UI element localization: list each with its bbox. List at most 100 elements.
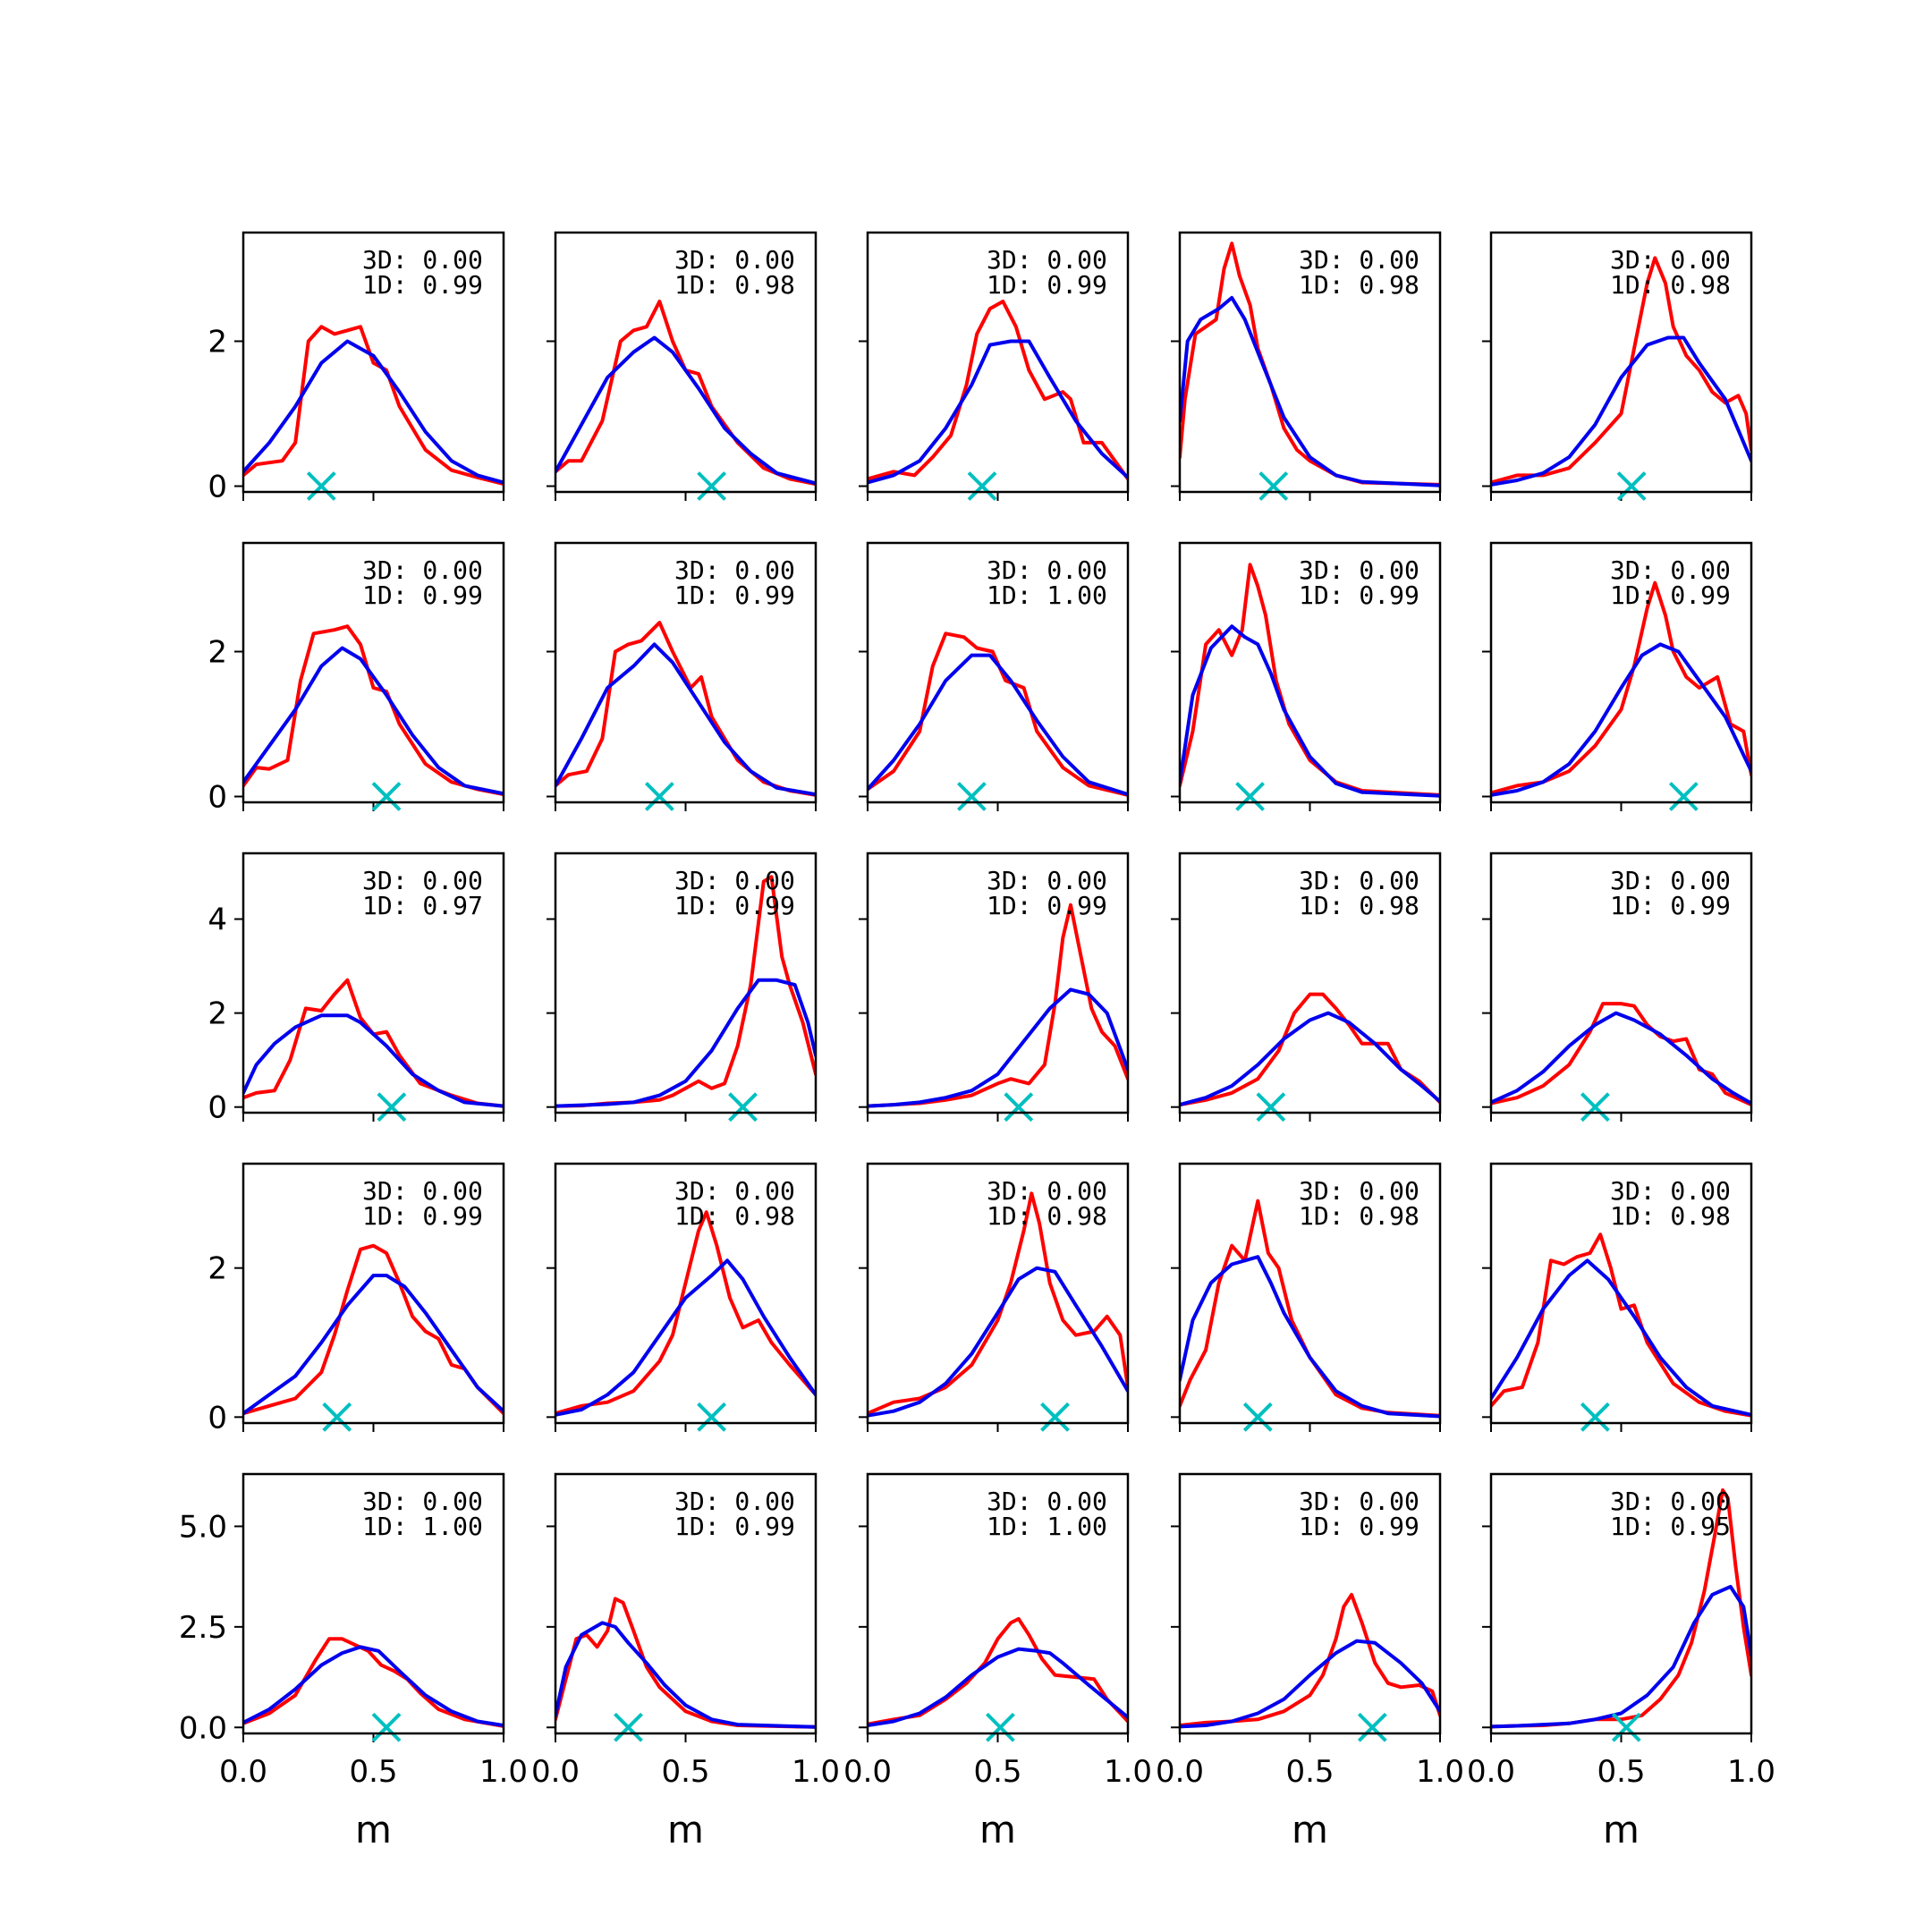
x-marker	[1357, 1712, 1387, 1742]
x-marker	[614, 1712, 643, 1742]
stat-1d-label: 1D: 0.99	[674, 1512, 795, 1541]
series-line-blue	[1491, 642, 1751, 797]
x-marker	[1258, 471, 1289, 501]
series-group	[868, 902, 1128, 1108]
series-line-red	[1491, 580, 1751, 795]
series-line-blue	[868, 1647, 1128, 1727]
stat-3d-label: 3D: 0.00	[362, 1487, 483, 1516]
x-marker	[985, 1712, 1015, 1742]
x-marker-stroke	[371, 1712, 402, 1742]
x-tick-label: 1.0	[1104, 1754, 1152, 1790]
panel-frame	[554, 541, 818, 804]
x-marker-stroke	[1580, 1092, 1610, 1123]
y-tick-label: 2	[208, 996, 227, 1032]
series-line-blue	[243, 1274, 504, 1416]
series-line-red	[243, 1243, 504, 1416]
stat-3d-label: 3D: 0.00	[362, 866, 483, 895]
series-line-blue	[1491, 1584, 1751, 1729]
panel-frame	[1178, 1162, 1442, 1425]
x-axis-label: m	[355, 1808, 392, 1852]
y-tick-label: 0	[208, 780, 227, 816]
stat-1d-label: 1D: 0.99	[674, 891, 795, 920]
stat-3d-label: 3D: 0.00	[1299, 245, 1419, 275]
stat-1d-label: 1D: 0.98	[1610, 270, 1731, 300]
x-tick-label: 0.0	[1156, 1754, 1204, 1790]
y-tick-label: 5.0	[179, 1509, 227, 1545]
y-tick-label: 0	[208, 1400, 227, 1436]
series-group	[243, 1243, 504, 1416]
x-marker	[1256, 1092, 1286, 1123]
x-marker	[306, 471, 336, 501]
series-line-blue	[243, 646, 504, 796]
x-tick-label: 1.0	[792, 1754, 840, 1790]
x-marker	[1242, 1402, 1273, 1432]
series-group	[555, 1210, 816, 1417]
stat-1d-label: 1D: 0.99	[362, 270, 483, 300]
series-line-red	[243, 624, 504, 797]
x-marker-stroke	[1256, 1092, 1286, 1123]
x-marker-stroke	[1616, 471, 1647, 501]
x-axis-label: m	[979, 1808, 1016, 1852]
series-line-blue	[1180, 1011, 1440, 1107]
x-marker	[1235, 782, 1265, 811]
series-group	[1491, 580, 1751, 797]
stat-3d-label: 3D: 0.00	[674, 245, 795, 275]
series-line-red	[1180, 1592, 1440, 1727]
y-tick-label: 0.0	[179, 1710, 227, 1746]
series-line-red	[243, 325, 504, 487]
x-marker-stroke	[371, 782, 402, 811]
x-marker-stroke	[1611, 1712, 1641, 1742]
x-marker	[644, 782, 674, 811]
stat-1d-label: 1D: 0.97	[362, 891, 483, 920]
panel-frame	[1489, 1162, 1753, 1425]
series-group	[1491, 1488, 1751, 1729]
x-marker	[1580, 1402, 1610, 1432]
panel-frame	[1178, 541, 1442, 804]
series-group	[243, 1637, 504, 1728]
stat-3d-label: 3D: 0.00	[1610, 1176, 1731, 1206]
series-line-blue	[555, 1258, 816, 1417]
x-marker-stroke	[1040, 1402, 1070, 1432]
x-tick-label: 0.5	[661, 1754, 709, 1790]
x-marker	[697, 1402, 727, 1432]
stat-3d-label: 3D: 0.00	[987, 1176, 1107, 1206]
x-marker	[371, 782, 402, 811]
stat-1d-label: 1D: 0.95	[1610, 1512, 1731, 1541]
x-marker	[1004, 1092, 1034, 1123]
series-group	[1491, 1233, 1751, 1418]
x-marker-stroke	[614, 1712, 643, 1742]
y-tick-label: 2.5	[179, 1610, 227, 1646]
panel-frame	[242, 1162, 505, 1425]
series-line-blue	[1180, 1639, 1440, 1729]
x-marker-stroke	[1004, 1092, 1034, 1123]
series-group	[868, 1191, 1128, 1418]
panel-frame	[242, 852, 505, 1114]
x-marker-stroke	[985, 1712, 1015, 1742]
stat-3d-label: 3D: 0.00	[1299, 1176, 1419, 1206]
series-group	[868, 1616, 1128, 1727]
series-line-red	[868, 300, 1128, 481]
panel-frame	[242, 231, 505, 494]
x-tick-label: 0.0	[1467, 1754, 1515, 1790]
stat-1d-label: 1D: 0.98	[1299, 270, 1419, 300]
series-line-red	[1491, 1233, 1751, 1418]
stat-3d-label: 3D: 0.00	[1610, 245, 1731, 275]
series-group	[555, 300, 816, 487]
panel-frame	[1489, 1472, 1753, 1735]
stat-1d-label: 1D: 0.98	[1610, 1201, 1731, 1231]
panel-frame	[242, 541, 505, 804]
series-line-blue	[1491, 1258, 1751, 1417]
stat-1d-label: 1D: 0.99	[1299, 580, 1419, 610]
stat-3d-label: 3D: 0.00	[987, 245, 1107, 275]
x-marker	[1616, 471, 1647, 501]
x-tick-label: 1.0	[479, 1754, 528, 1790]
